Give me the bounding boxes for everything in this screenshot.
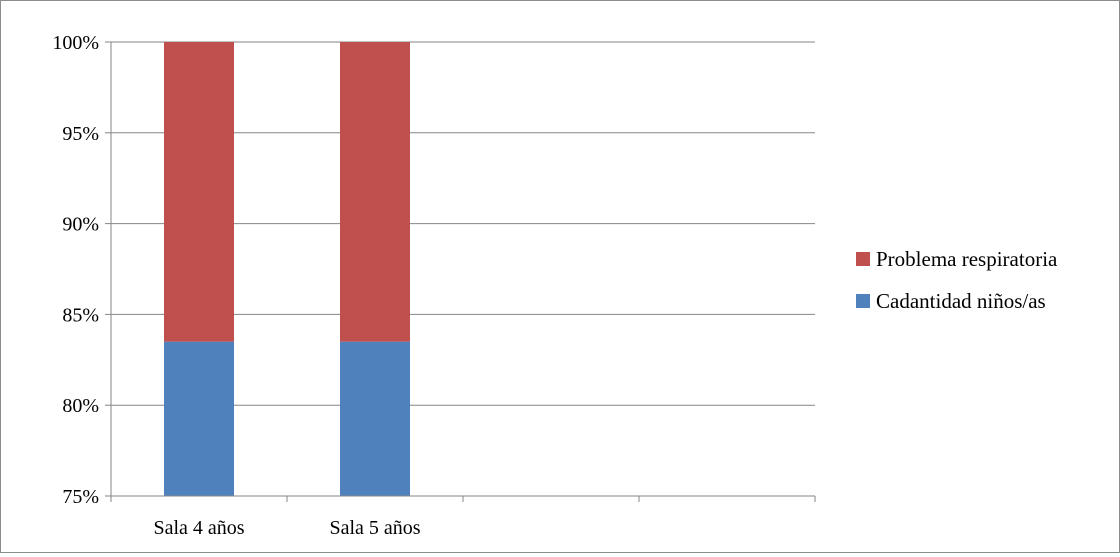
y-tick-label: 85% [62,304,99,326]
y-tick-label: 95% [62,123,99,145]
bar-cantidad-2 [340,341,410,496]
y-tick-label: 100% [52,32,99,54]
bar-problema-1 [164,42,234,342]
legend-label: Problema respiratoria [876,247,1058,271]
x-tick-label: Sala 4 años [153,517,244,539]
legend: Problema respiratoria Cadantidad niños/as [856,247,1058,313]
y-tick-label: 90% [62,214,99,236]
y-tick-label: 80% [62,395,99,417]
legend-swatch [856,294,870,308]
y-tick-label: 75% [62,486,99,508]
y-tick-labels: 75% 80% 85% 90% 95% 100% [52,32,99,508]
x-tick-label: Sala 5 años [329,517,420,539]
axes [105,41,816,502]
bar-cantidad-1 [164,341,234,496]
legend-swatch [856,252,870,266]
legend-label: Cadantidad niños/as [876,289,1046,313]
bar-problema-2 [340,42,410,342]
x-tick-labels: Sala 4 años Sala 5 años [153,517,420,539]
bars [164,42,410,496]
